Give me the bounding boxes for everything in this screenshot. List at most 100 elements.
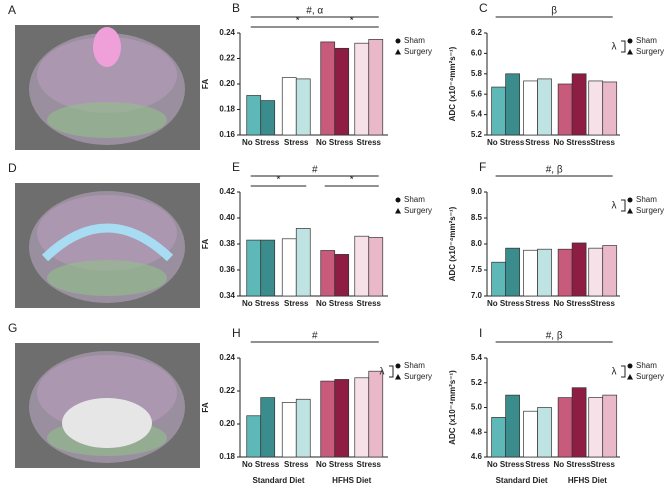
legend-label: Surgery: [636, 47, 664, 56]
bar: [523, 80, 538, 136]
cortex-tint: [37, 37, 177, 113]
legend-marker: [395, 49, 401, 55]
x-tick-label: No Stress: [487, 460, 525, 469]
green-tint: [47, 260, 167, 296]
legend-label: Sham: [404, 195, 425, 204]
y-tick-label: 0.24: [219, 353, 235, 362]
panel-label: G: [8, 321, 17, 335]
legend-label: Surgery: [404, 47, 432, 56]
bar: [320, 250, 336, 297]
bar: [260, 100, 276, 136]
y-tick-label: 5.6: [471, 89, 483, 98]
bar: [260, 397, 276, 458]
legend-label: Surgery: [404, 372, 432, 381]
bar: [505, 73, 520, 136]
bar: [320, 380, 336, 458]
x-tick-label: Stress: [590, 299, 615, 308]
y-tick-label: 0.22: [219, 386, 235, 395]
bar: [537, 407, 552, 458]
group-label: HFHS Diet: [568, 476, 607, 485]
legend-label: Sham: [404, 36, 425, 45]
x-tick-label: No Stress: [316, 460, 354, 469]
significance-label: β: [551, 6, 557, 17]
y-tick-label: 5.4: [471, 110, 483, 119]
panel-label: D: [8, 161, 17, 175]
legend-label: Surgery: [636, 206, 664, 215]
group-label: Standard Diet: [252, 476, 304, 485]
bar: [571, 73, 587, 136]
y-tick-label: 9.0: [471, 187, 483, 196]
x-tick-label: No Stress: [553, 138, 591, 147]
lambda-bracket: [621, 199, 626, 212]
y-axis-label: FA: [201, 239, 210, 249]
panel-label: F: [479, 160, 486, 174]
bar: [588, 247, 604, 297]
bar: [602, 245, 618, 297]
panel-label: C: [479, 1, 488, 15]
bar: [246, 95, 262, 136]
x-tick-label: No Stress: [316, 138, 354, 147]
x-tick-label: Stress: [525, 299, 550, 308]
bar: [523, 249, 538, 297]
bar: [571, 242, 587, 297]
significance-label: λ: [380, 367, 385, 378]
x-tick-label: No Stress: [487, 138, 525, 147]
bar: [491, 86, 506, 136]
y-tick-label: 5.4: [471, 353, 483, 362]
bar: [537, 78, 552, 136]
y-tick-label: 4.6: [471, 452, 483, 461]
bar: [602, 81, 618, 136]
brain-image: [15, 25, 200, 150]
roi: [62, 398, 152, 448]
y-axis-label: ADC (x10⁻⁴mm²s⁻¹): [448, 46, 457, 121]
significance-label: *: [277, 175, 281, 186]
legend-label: Surgery: [636, 372, 664, 381]
lambda-bracket: [621, 365, 626, 378]
significance-label: #, β: [546, 331, 563, 342]
x-tick-label: Stress: [284, 460, 309, 469]
bar: [334, 379, 350, 458]
bar: [281, 402, 297, 458]
x-tick-label: Stress: [357, 299, 382, 308]
significance-label: #: [312, 331, 318, 342]
y-axis-label: FA: [201, 402, 210, 412]
bar: [588, 397, 604, 458]
bar: [368, 370, 384, 458]
bar: [295, 78, 311, 136]
bar: [557, 248, 573, 297]
significance-label: λ: [612, 42, 617, 53]
significance-label: *: [350, 16, 354, 27]
x-tick-label: Stress: [525, 460, 550, 469]
bar: [491, 417, 506, 458]
y-tick-label: 0.34: [219, 291, 235, 300]
bar: [334, 254, 350, 297]
x-tick-label: Stress: [590, 138, 615, 147]
significance-label: #: [312, 165, 318, 176]
roi: [41, 223, 174, 262]
bar: [588, 80, 604, 136]
y-tick-label: 0.40: [219, 213, 235, 222]
y-tick-label: 0.16: [219, 130, 235, 139]
bar: [354, 377, 370, 458]
significance-label: λ: [612, 201, 617, 212]
panel-label: I: [479, 326, 482, 340]
group-label: Standard Diet: [496, 476, 548, 485]
y-tick-label: 6.2: [471, 28, 483, 37]
brain-image: [15, 183, 200, 308]
y-tick-label: 0.38: [219, 239, 235, 248]
panel-label: H: [232, 326, 241, 340]
bar: [571, 387, 587, 458]
cortex-tint: [37, 195, 177, 271]
group-label: HFHS Diet: [332, 476, 371, 485]
y-tick-label: 5.2: [471, 130, 483, 139]
y-tick-label: 8.5: [471, 213, 483, 222]
legend-label: Sham: [636, 36, 657, 45]
bar: [491, 261, 506, 297]
x-tick-label: Stress: [357, 460, 382, 469]
bar: [557, 397, 573, 458]
y-axis-label: ADC (x10⁻⁴mm²s⁻¹): [448, 370, 457, 445]
green-tint: [47, 102, 167, 138]
y-axis-label: ADC (x10⁻⁴mm²s⁻¹): [448, 206, 457, 281]
significance-label: #, α: [306, 6, 323, 17]
bar: [260, 239, 276, 297]
